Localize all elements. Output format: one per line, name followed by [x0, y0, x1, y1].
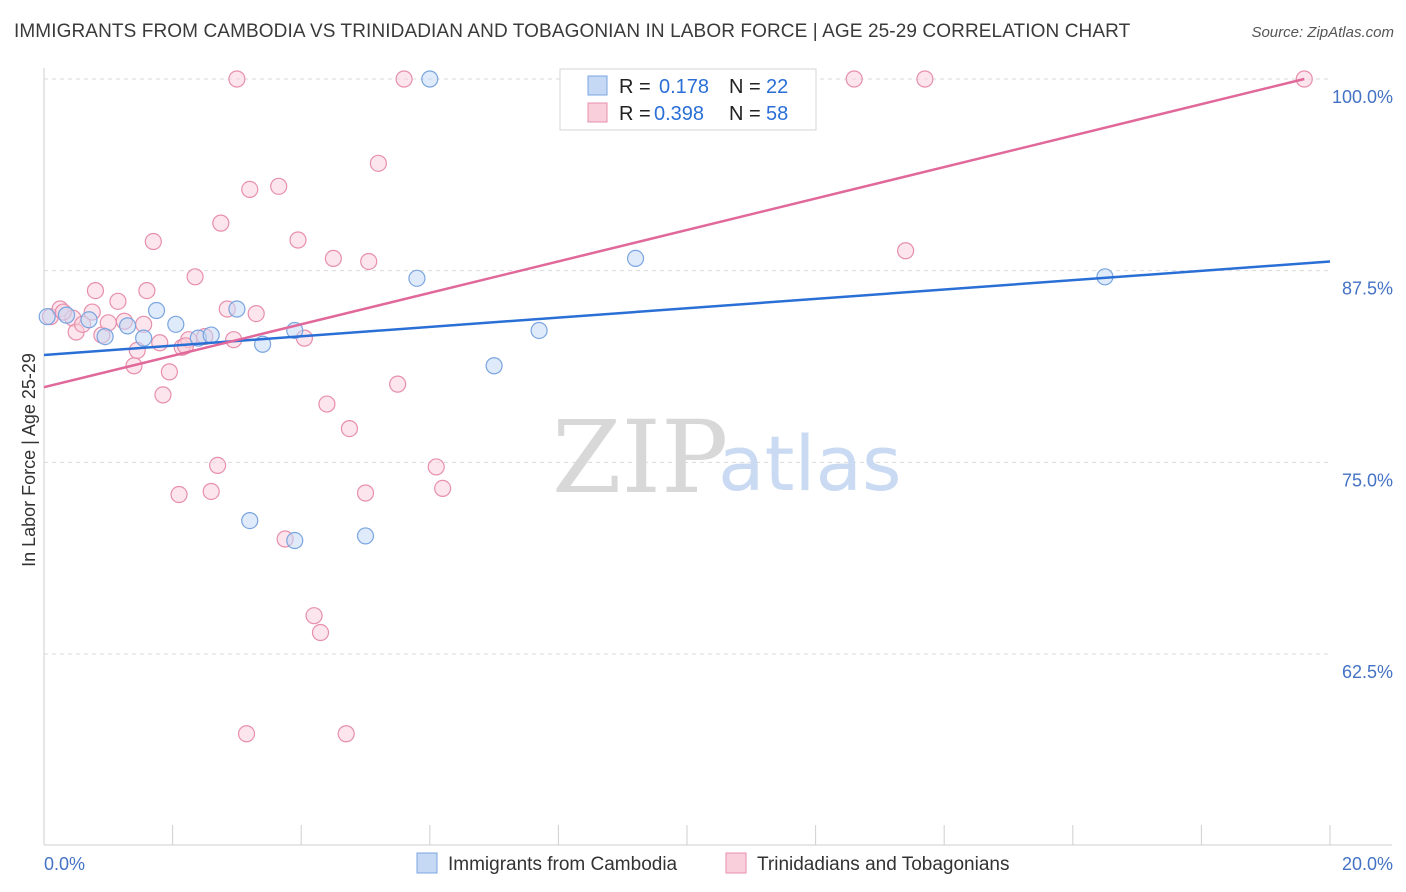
- cambodia-point-15: [530, 321, 548, 340]
- trinidadians-point-17: [160, 363, 178, 381]
- trinidadians-point-38: [318, 395, 336, 413]
- trinidadians-point-45: [395, 70, 413, 88]
- trinidadians-point-42: [356, 484, 375, 502]
- legend-swatch-trinidadians: [587, 102, 608, 123]
- trend-line-cambodia: [43, 260, 1331, 357]
- trinidadians-point-24: [209, 456, 227, 474]
- trinidadians-point-31: [247, 305, 265, 323]
- trinidadians-point-18: [170, 485, 188, 504]
- trinidadians-point-51: [845, 70, 863, 88]
- trinidadians-point-46: [389, 375, 407, 393]
- trinidadians-point-44: [369, 154, 387, 172]
- cambodia-point-10: [228, 300, 246, 318]
- x-tick-label-max: 20.0%: [1342, 854, 1393, 874]
- cambodia-point-5: [135, 329, 153, 347]
- trinidadians-point-30: [241, 180, 259, 198]
- cambodia-point-0: [38, 308, 56, 326]
- series-cambodia-points: [38, 70, 1114, 550]
- axes: [43, 68, 1392, 846]
- legend-r-value-trinidadians: 0.398: [654, 103, 704, 125]
- trinidadians-point-23: [202, 482, 220, 501]
- trinidadians-point-16: [154, 386, 172, 404]
- trinidadians-point-21: [186, 268, 204, 286]
- chart-title: IMMIGRANTS FROM CAMBODIA VS TRINIDADIAN …: [14, 21, 1131, 42]
- trinidadians-point-29: [237, 725, 256, 743]
- trinidadians-point-6: [86, 282, 105, 300]
- watermark-zip-text: ZIP: [552, 399, 728, 516]
- cambodia-point-1: [57, 306, 76, 324]
- cambodia-point-21: [356, 527, 375, 545]
- trinidadians-point-39: [324, 249, 342, 267]
- cambodia-point-16: [626, 249, 645, 267]
- trinidadians-point-15: [151, 334, 169, 352]
- cambodia-point-14: [485, 357, 503, 375]
- cambodia-point-7: [167, 315, 185, 333]
- trinidadians-point-25: [212, 214, 230, 232]
- cambodia-point-13: [408, 269, 426, 287]
- watermark: ZIP atlas: [552, 399, 902, 516]
- trend-lines: [43, 77, 1331, 389]
- cambodia-point-19: [241, 511, 259, 530]
- legend-r-label-trinidadians: R =: [619, 103, 651, 125]
- trinidadians-point-8: [109, 292, 127, 310]
- y-tick-label-3: 100.0%: [1332, 87, 1393, 107]
- trinidadians-point-47: [427, 458, 445, 476]
- legend-n-value-trinidadians: 58: [766, 103, 788, 125]
- source-credit: Source: ZipAtlas.com: [1251, 24, 1394, 41]
- legend-r-value-cambodia: 0.178: [659, 76, 709, 98]
- trinidadians-point-34: [289, 231, 307, 249]
- legend-swatch-cambodia: [587, 75, 608, 96]
- y-tick-label-0: 62.5%: [1342, 662, 1393, 682]
- cambodia-point-9: [202, 326, 220, 344]
- cambodia-point-6: [147, 301, 166, 320]
- legend-r-label-cambodia: R =: [619, 76, 651, 98]
- series-legend: Immigrants from Cambodia Trinidadians an…: [416, 852, 1009, 875]
- bottom-legend-label-trinidadians: Trinidadians and Tobagonians: [757, 854, 1009, 875]
- x-tick-labels: 0.0% 20.0%: [44, 854, 1393, 874]
- cambodia-point-2: [80, 311, 98, 329]
- cambodia-point-20: [286, 531, 304, 550]
- cambodia-point-3: [96, 328, 114, 346]
- bottom-legend-label-cambodia: Immigrants from Cambodia: [448, 854, 678, 875]
- trinidadians-point-37: [311, 623, 330, 642]
- trinidadians-point-28: [228, 70, 246, 88]
- bottom-legend-swatch-trinidadians: [725, 852, 747, 874]
- watermark-atlas-text: atlas: [718, 419, 902, 508]
- stats-legend: R = 0.178 N = 22 R = 0.398 N = 58: [559, 68, 817, 131]
- trinidadians-point-48: [434, 479, 452, 497]
- trend-line-trinidadians: [43, 77, 1305, 389]
- y-axis-title: In Labor Force | Age 25-29: [19, 353, 39, 567]
- trinidadians-point-14: [144, 232, 162, 251]
- legend-n-value-cambodia: 22: [766, 76, 788, 98]
- y-tick-label-1: 75.0%: [1342, 470, 1393, 490]
- legend-n-label-cambodia: N =: [729, 76, 761, 98]
- y-tick-labels: 62.5% 75.0% 87.5% 100.0%: [1332, 87, 1393, 682]
- trinidadians-point-53: [897, 242, 915, 260]
- trinidadians-point-36: [305, 607, 323, 625]
- trinidadians-point-32: [270, 177, 288, 195]
- bottom-legend-swatch-cambodia: [416, 852, 438, 874]
- trinidadians-point-41: [340, 420, 359, 438]
- x-tick-label-min: 0.0%: [44, 854, 85, 874]
- trinidadians-point-40: [337, 725, 355, 743]
- trinidadians-point-13: [138, 282, 156, 300]
- trinidadians-point-52: [916, 70, 934, 88]
- y-tick-label-2: 87.5%: [1342, 279, 1393, 299]
- legend-n-label-trinidadians: N =: [729, 103, 761, 125]
- cambodia-point-4: [118, 317, 137, 335]
- trinidadians-point-43: [360, 252, 378, 271]
- grid-lines: [44, 78, 1330, 655]
- cambodia-point-18: [421, 70, 439, 88]
